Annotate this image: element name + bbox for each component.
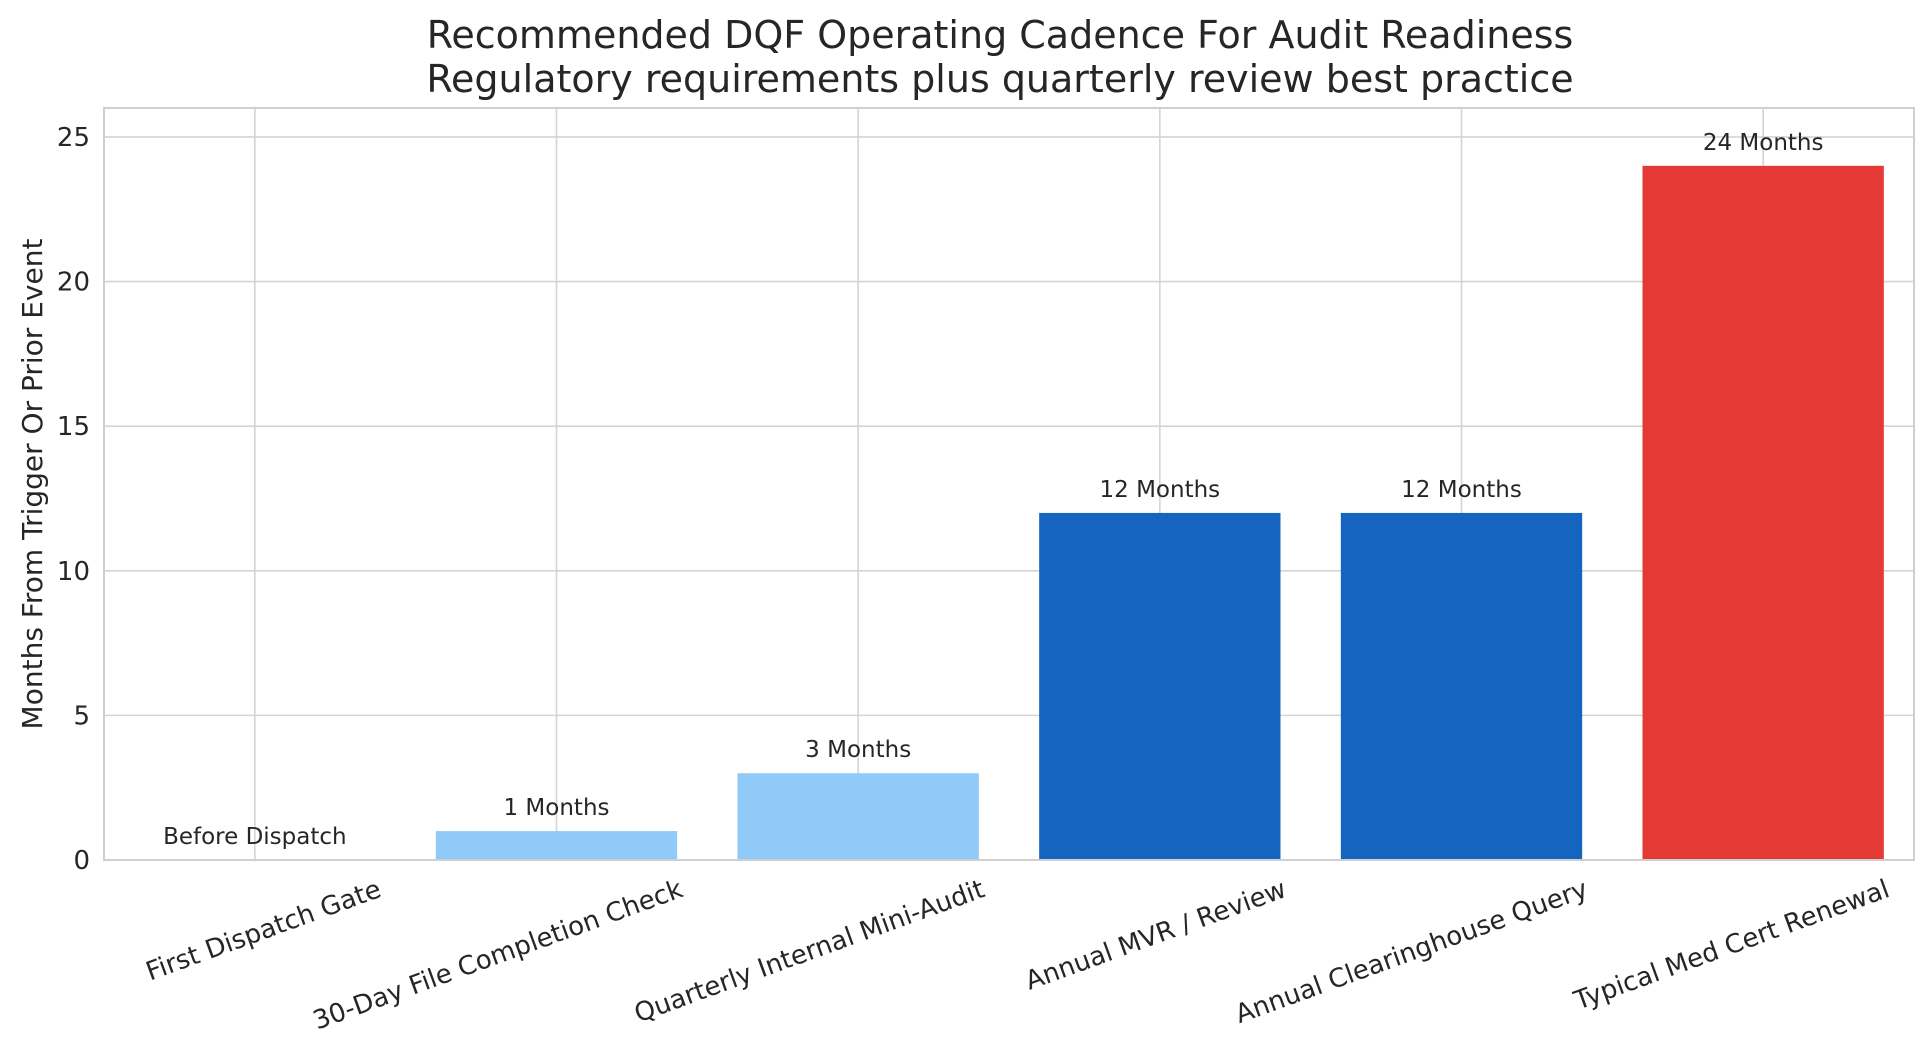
ticks-layer: 0 5 10 15 20 25	[57, 123, 90, 876]
bar-6	[1642, 165, 1884, 860]
bar-data-label: Before Dispatch	[163, 824, 347, 850]
bar-5	[1340, 512, 1583, 860]
y-axis-label: Months From Trigger Or Prior Event	[16, 239, 49, 730]
y-tick-label: 25	[57, 123, 90, 153]
y-tick-label: 15	[57, 412, 90, 442]
bars-layer	[435, 165, 1884, 860]
bar-data-label: 24 Months	[1703, 130, 1824, 156]
y-tick-label: 10	[57, 557, 90, 587]
plot-frame	[103, 107, 1915, 861]
bar-2	[435, 831, 678, 860]
y-tick-label: 20	[57, 268, 90, 298]
bar-3	[737, 773, 979, 860]
bar-data-label: 12 Months	[1401, 477, 1522, 503]
chart-subtitle: Regulatory requirements plus quarterly r…	[426, 57, 1573, 101]
bar-4	[1039, 512, 1281, 860]
bar-data-label: 12 Months	[1100, 477, 1221, 503]
bar-data-label: 3 Months	[805, 737, 911, 763]
y-tick-label: 5	[73, 701, 90, 731]
chart-title: Recommended DQF Operating Cadence For Au…	[427, 13, 1574, 57]
y-tick-label: 0	[73, 846, 90, 876]
bar-data-label: 1 Months	[503, 795, 609, 821]
